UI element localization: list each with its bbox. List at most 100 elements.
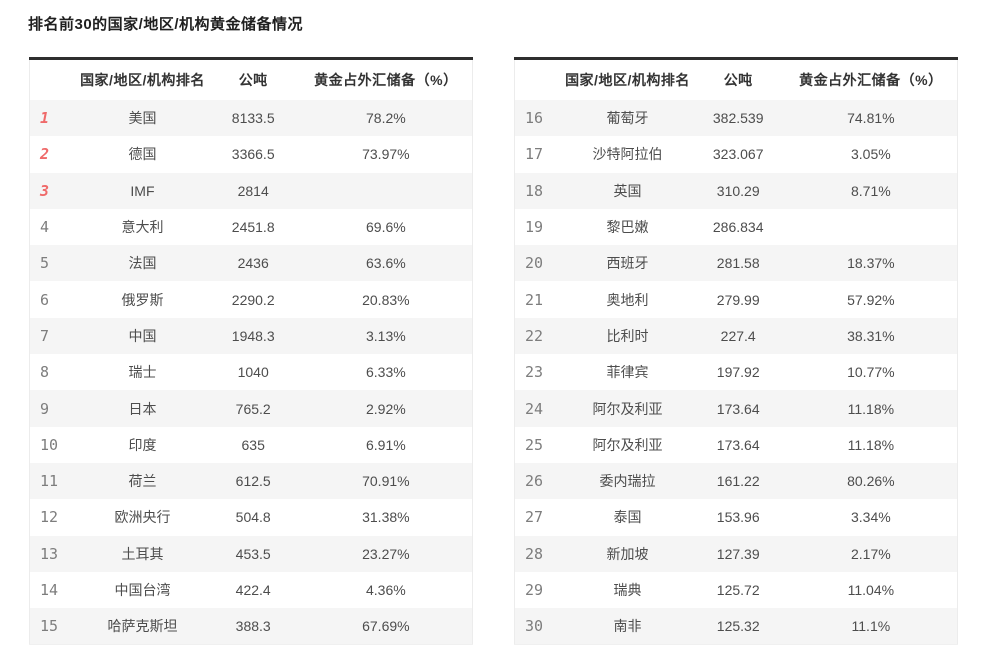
- column-header-rank: [29, 58, 79, 100]
- rank-cell: 11: [40, 472, 59, 491]
- rank-cell: 30: [525, 617, 544, 636]
- country-cell: 英国: [613, 182, 642, 199]
- table-row: 23 菲律宾 197.92 10.77%: [515, 354, 958, 390]
- country-cell: 菲律宾: [606, 364, 649, 381]
- tonnes-cell: 612.5: [235, 473, 271, 490]
- table-row: 13 土耳其 453.5 23.27%: [29, 535, 473, 572]
- pct-cell: 3.13%: [366, 327, 406, 344]
- rank-cell: 21: [525, 290, 544, 309]
- country-cell: 荷兰: [128, 473, 157, 490]
- tonnes-cell: 1040: [237, 364, 269, 381]
- pct-cell: 31.38%: [362, 509, 410, 526]
- pct-cell: 2.92%: [366, 400, 406, 417]
- pct-cell: 73.97%: [362, 146, 410, 163]
- country-cell: 哈萨克斯坦: [107, 618, 178, 635]
- tonnes-cell: 310.29: [716, 182, 760, 199]
- rank-cell: 13: [40, 544, 59, 563]
- table-header-row: 国家/地区/机构排名 公吨 黄金占外汇储备（%）: [514, 58, 958, 100]
- country-cell: 中国: [128, 327, 157, 344]
- gold-reserves-table-right: 国家/地区/机构排名 公吨 黄金占外汇储备（%） 16 葡萄牙 382.539 74.…: [514, 57, 958, 646]
- rank-cell: 6: [40, 290, 50, 309]
- table-row: 1 美国 8133.5 78.2%: [29, 100, 473, 137]
- column-header-gold-pct: 黄金占外汇储备（%）: [299, 58, 473, 100]
- country-cell: 奥地利: [606, 291, 649, 308]
- column-header-country: 国家/地区/机构排名: [563, 58, 692, 100]
- rank-cell: 24: [525, 399, 544, 418]
- country-cell: 南非: [613, 618, 642, 635]
- tonnes-cell: 153.96: [716, 509, 760, 526]
- rank-cell: 10: [40, 435, 59, 454]
- country-cell: 美国: [128, 110, 157, 127]
- table-row: 19 黎巴嫩 286.834: [515, 209, 958, 245]
- tonnes-cell: 8133.5: [231, 110, 275, 127]
- rank-cell: 23: [525, 363, 544, 382]
- tonnes-cell: 2814: [237, 182, 269, 199]
- table-row: 3 IMF 2814: [29, 172, 473, 209]
- pct-cell: 11.1%: [851, 618, 891, 635]
- table-row: 16 葡萄牙 382.539 74.81%: [514, 100, 958, 137]
- rank-cell: 19: [525, 218, 544, 237]
- rank-cell: 15: [40, 617, 59, 636]
- table-row: 4 意大利 2451.8 69.6%: [30, 209, 473, 245]
- column-header-rank: [514, 58, 564, 100]
- gold-reserves-table-left: 国家/地区/机构排名 公吨 黄金占外汇储备（%） 1 美国 8133.5 78.2% 2…: [29, 57, 473, 646]
- tonnes-cell: 125.72: [716, 582, 760, 598]
- pct-cell: 11.18%: [847, 436, 895, 453]
- table-row: 2 德国 3366.5 73.97%: [30, 136, 473, 172]
- table-row: 12 欧洲央行 504.8 31.38%: [30, 499, 473, 535]
- table-row: 25 阿尔及利亚 173.64 11.18%: [515, 427, 958, 463]
- country-cell: 比利时: [606, 327, 649, 344]
- rank-cell: 9: [40, 399, 50, 418]
- country-cell: 沙特阿拉伯: [592, 146, 663, 163]
- tonnes-cell: 1948.3: [231, 327, 275, 344]
- tonnes-cell: 388.3: [235, 618, 271, 635]
- table-row: 9 日本 765.2 2.92%: [29, 390, 473, 427]
- rank-cell: 20: [525, 254, 544, 273]
- pct-cell: 18.37%: [847, 255, 895, 272]
- country-cell: 黎巴嫩: [606, 219, 649, 236]
- country-cell: 泰国: [613, 509, 642, 526]
- pct-cell: 38.31%: [847, 327, 895, 344]
- pct-cell: 3.05%: [851, 146, 891, 163]
- country-cell: 俄罗斯: [121, 291, 164, 308]
- tonnes-cell: 197.92: [716, 364, 760, 381]
- table-row: 29 瑞典 125.72 11.04%: [515, 572, 958, 608]
- country-cell: 土耳其: [121, 545, 164, 562]
- rank-cell: 17: [525, 145, 544, 164]
- country-cell: 意大利: [121, 219, 164, 236]
- tonnes-cell: 2290.2: [231, 291, 275, 308]
- country-cell: IMF: [130, 182, 155, 199]
- pct-cell: 70.91%: [362, 473, 410, 490]
- tonnes-cell: 323.067: [712, 146, 764, 163]
- table-row: 30 南非 125.32 11.1%: [514, 608, 958, 645]
- pct-cell: 8.71%: [851, 182, 891, 199]
- country-cell: 瑞典: [613, 582, 642, 598]
- rank-cell: 18: [525, 181, 544, 200]
- rank-cell: 4: [40, 218, 50, 237]
- tonnes-cell: 279.99: [716, 291, 760, 308]
- tonnes-cell: 173.64: [716, 400, 760, 417]
- rank-cell: 27: [525, 508, 544, 527]
- rank-cell: 3: [40, 181, 50, 200]
- table-row: 15 哈萨克斯坦 388.3 67.69%: [29, 608, 473, 645]
- country-cell: 新加坡: [606, 545, 649, 562]
- table-row: 7 中国 1948.3 3.13%: [29, 317, 473, 355]
- table-row: 22 比利时 227.4 38.31%: [514, 317, 958, 355]
- rank-cell: 14: [40, 581, 59, 599]
- pct-cell: 6.33%: [366, 364, 406, 381]
- pct-cell: 10.77%: [847, 364, 895, 381]
- column-header-gold-pct: 黄金占外汇储备（%）: [784, 58, 958, 100]
- tonnes-cell: 2436: [237, 255, 269, 272]
- tonnes-cell: 227.4: [720, 327, 756, 344]
- pct-cell: [300, 173, 473, 209]
- pct-cell: 11.04%: [847, 582, 895, 598]
- table-row: 24 阿尔及利亚 173.64 11.18%: [514, 390, 958, 427]
- pct-cell: 11.18%: [847, 400, 895, 417]
- tonnes-cell: 3366.5: [231, 146, 275, 163]
- country-cell: 日本: [128, 400, 157, 417]
- table-header-row: 国家/地区/机构排名 公吨 黄金占外汇储备（%）: [29, 58, 473, 100]
- rank-cell: 8: [40, 363, 50, 382]
- tonnes-cell: 127.39: [716, 545, 760, 562]
- rank-cell: 7: [40, 326, 50, 345]
- pct-cell: 67.69%: [362, 618, 410, 635]
